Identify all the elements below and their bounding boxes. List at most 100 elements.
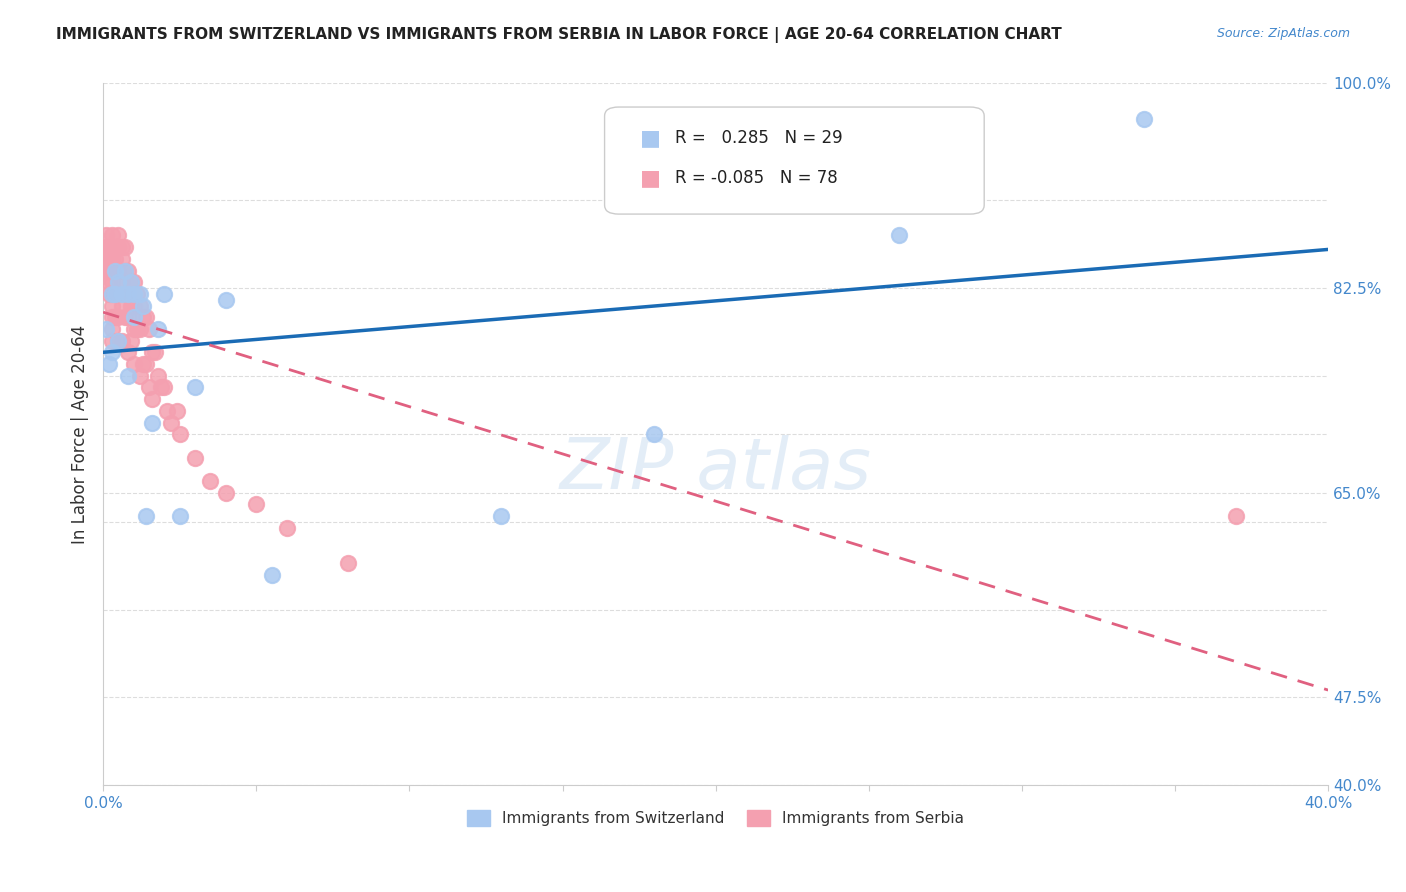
Point	[101, 322, 124, 336]
Point	[104, 287, 127, 301]
Text: IMMIGRANTS FROM SWITZERLAND VS IMMIGRANTS FROM SERBIA IN LABOR FORCE | AGE 20-64: IMMIGRANTS FROM SWITZERLAND VS IMMIGRANT…	[56, 27, 1062, 43]
Point	[104, 263, 127, 277]
Point	[107, 287, 129, 301]
Point	[132, 299, 155, 313]
Y-axis label: In Labor Force | Age 20-64: In Labor Force | Age 20-64	[72, 325, 89, 544]
Point	[122, 299, 145, 313]
Point	[96, 228, 118, 243]
Point	[141, 392, 163, 407]
Point	[110, 287, 132, 301]
Point	[643, 427, 665, 442]
Point	[169, 427, 191, 442]
Point	[184, 380, 207, 394]
Point	[132, 357, 155, 371]
Point	[104, 252, 127, 266]
Point	[117, 345, 139, 359]
Point	[98, 240, 121, 254]
Point	[1133, 112, 1156, 126]
Point	[138, 322, 160, 336]
Point	[120, 299, 142, 313]
Point	[120, 334, 142, 348]
Point	[107, 275, 129, 289]
Point	[101, 263, 124, 277]
Point	[153, 287, 176, 301]
Point	[101, 345, 124, 359]
Point	[122, 275, 145, 289]
Point	[114, 263, 136, 277]
Point	[96, 322, 118, 336]
Text: R = -0.085   N = 78: R = -0.085 N = 78	[675, 169, 838, 187]
Point	[135, 357, 157, 371]
Point	[107, 334, 129, 348]
Point	[214, 485, 236, 500]
Point	[117, 263, 139, 277]
Point	[889, 228, 911, 243]
Point	[104, 263, 127, 277]
Point	[214, 293, 236, 307]
Point	[135, 509, 157, 524]
Point	[114, 287, 136, 301]
Text: ZIP atlas: ZIP atlas	[560, 434, 872, 504]
Point	[96, 240, 118, 254]
Legend: Immigrants from Switzerland, Immigrants from Serbia: Immigrants from Switzerland, Immigrants …	[460, 802, 972, 834]
Point	[98, 275, 121, 289]
Point	[128, 299, 150, 313]
Point	[104, 240, 127, 254]
Point	[169, 509, 191, 524]
Point	[98, 357, 121, 371]
Point	[260, 567, 283, 582]
Point	[117, 287, 139, 301]
Point	[98, 287, 121, 301]
Text: ■: ■	[640, 128, 661, 148]
Point	[104, 287, 127, 301]
Point	[128, 368, 150, 383]
Point	[184, 450, 207, 465]
Point	[128, 322, 150, 336]
Point	[110, 299, 132, 313]
Point	[110, 334, 132, 348]
Point	[114, 263, 136, 277]
Point	[107, 310, 129, 325]
Point	[96, 263, 118, 277]
Point	[135, 310, 157, 325]
Point	[117, 310, 139, 325]
Point	[141, 345, 163, 359]
Point	[114, 310, 136, 325]
Point	[98, 252, 121, 266]
Point	[117, 287, 139, 301]
Point	[110, 240, 132, 254]
Point	[110, 275, 132, 289]
Point	[122, 322, 145, 336]
Point	[101, 228, 124, 243]
Point	[117, 368, 139, 383]
Point	[159, 416, 181, 430]
Point	[110, 252, 132, 266]
Point	[200, 474, 222, 488]
Point	[101, 299, 124, 313]
Point	[101, 240, 124, 254]
Point	[101, 275, 124, 289]
Point	[101, 287, 124, 301]
Point	[143, 345, 166, 359]
Point	[107, 228, 129, 243]
Point	[120, 275, 142, 289]
Point	[1225, 509, 1247, 524]
Point	[138, 380, 160, 394]
Point	[491, 509, 513, 524]
Point	[245, 498, 267, 512]
Point	[96, 252, 118, 266]
Point	[101, 334, 124, 348]
Point	[104, 310, 127, 325]
Point	[125, 287, 148, 301]
Point	[141, 416, 163, 430]
Point	[122, 310, 145, 325]
Point	[98, 263, 121, 277]
Point	[120, 275, 142, 289]
Point	[150, 380, 173, 394]
Point	[114, 240, 136, 254]
Point	[122, 287, 145, 301]
Point	[276, 521, 298, 535]
Point	[101, 287, 124, 301]
Point	[101, 310, 124, 325]
Point	[132, 310, 155, 325]
